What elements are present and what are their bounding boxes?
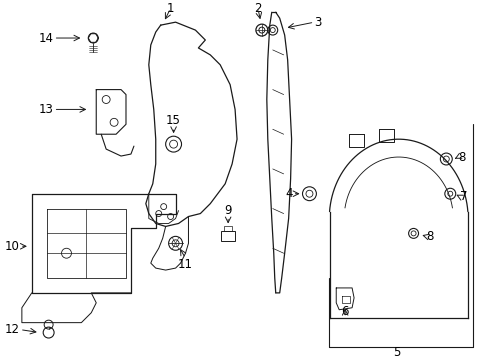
Text: 1: 1	[166, 2, 174, 15]
Text: 6: 6	[341, 305, 348, 318]
Bar	[224, 226, 232, 231]
Text: 9: 9	[224, 203, 231, 216]
Text: 8: 8	[426, 230, 433, 243]
Bar	[221, 231, 235, 241]
Text: 5: 5	[392, 346, 400, 359]
Text: 15: 15	[166, 114, 181, 127]
Text: 4: 4	[285, 187, 292, 200]
Text: 8: 8	[457, 150, 465, 163]
Text: 13: 13	[39, 103, 54, 116]
Text: 3: 3	[314, 15, 321, 29]
Text: 10: 10	[5, 240, 20, 253]
Text: 12: 12	[5, 323, 20, 336]
Text: 14: 14	[39, 32, 54, 45]
Text: 11: 11	[178, 258, 193, 271]
Text: 2: 2	[254, 2, 261, 15]
Text: 7: 7	[459, 190, 467, 203]
